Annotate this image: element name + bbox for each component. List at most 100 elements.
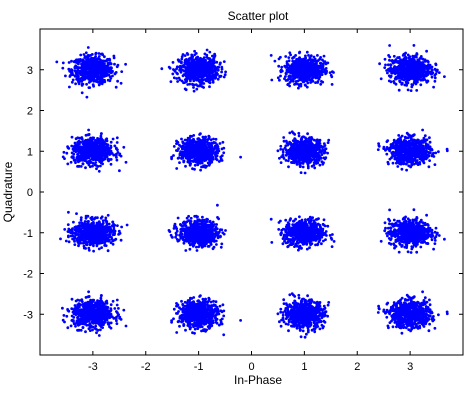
scatter-point bbox=[277, 149, 280, 152]
scatter-point bbox=[410, 65, 413, 68]
scatter-point bbox=[207, 77, 210, 80]
scatter-point bbox=[120, 70, 123, 73]
scatter-point bbox=[205, 71, 208, 74]
scatter-point bbox=[95, 164, 98, 167]
scatter-point bbox=[194, 67, 197, 70]
scatter-point bbox=[187, 61, 190, 64]
scatter-point bbox=[79, 80, 82, 83]
scatter-point bbox=[84, 139, 87, 142]
scatter-point bbox=[192, 148, 195, 151]
scatter-point bbox=[384, 58, 387, 61]
scatter-point bbox=[200, 70, 203, 73]
scatter-point bbox=[97, 66, 100, 69]
scatter-point bbox=[70, 60, 73, 63]
scatter-point bbox=[100, 137, 103, 140]
scatter-point bbox=[290, 144, 293, 147]
scatter-point bbox=[211, 153, 214, 156]
scatter-point bbox=[212, 79, 215, 82]
scatter-point bbox=[196, 163, 199, 166]
scatter-point bbox=[85, 66, 88, 69]
scatter-point bbox=[103, 71, 106, 74]
scatter-point bbox=[297, 66, 300, 69]
scatter-point bbox=[401, 168, 404, 171]
scatter-point bbox=[301, 59, 304, 62]
scatter-point bbox=[182, 159, 185, 162]
y-tick-label: 0 bbox=[27, 187, 33, 199]
scatter-point bbox=[385, 153, 388, 156]
scatter-point bbox=[55, 61, 58, 64]
scatter-point bbox=[312, 152, 315, 155]
scatter-point bbox=[399, 69, 402, 72]
scatter-point bbox=[113, 55, 116, 58]
scatter-point bbox=[100, 72, 103, 75]
scatter-point bbox=[172, 68, 175, 71]
scatter-point bbox=[311, 158, 314, 161]
scatter-point bbox=[170, 157, 173, 160]
scatter-point bbox=[210, 138, 213, 141]
scatter-point bbox=[74, 142, 77, 145]
scatter-point bbox=[76, 165, 79, 168]
scatter-point bbox=[313, 167, 316, 170]
scatter-point bbox=[431, 69, 434, 72]
scatter-point bbox=[70, 156, 73, 159]
scatter-point bbox=[410, 62, 413, 65]
chart-title: Scatter plot bbox=[228, 9, 289, 23]
scatter-point bbox=[293, 144, 296, 147]
scatter-point bbox=[434, 63, 437, 66]
scatter-point bbox=[188, 58, 191, 61]
scatter-point bbox=[98, 155, 101, 158]
x-tick-label: -2 bbox=[141, 361, 151, 373]
scatter-point bbox=[122, 146, 125, 149]
scatter-point bbox=[191, 72, 194, 75]
scatter-point bbox=[82, 150, 85, 153]
scatter-point bbox=[224, 71, 227, 74]
scatter-point bbox=[321, 160, 324, 163]
scatter-point bbox=[318, 159, 321, 162]
scatter-point bbox=[406, 132, 409, 135]
scatter-point bbox=[79, 141, 82, 144]
scatter-point bbox=[282, 155, 285, 158]
scatter-point bbox=[279, 145, 282, 148]
scatter-point bbox=[308, 155, 311, 158]
scatter-point bbox=[327, 139, 330, 142]
scatter-point bbox=[104, 152, 107, 155]
scatter-point bbox=[175, 77, 178, 80]
scatter-point bbox=[301, 65, 304, 68]
scatter-point bbox=[84, 159, 87, 162]
scatter-point bbox=[178, 77, 181, 80]
scatter-point bbox=[413, 44, 416, 47]
scatter-point bbox=[107, 67, 110, 70]
scatter-point bbox=[401, 82, 404, 85]
scatter-point bbox=[176, 149, 179, 152]
scatter-point bbox=[178, 161, 181, 164]
scatter-point bbox=[212, 138, 215, 141]
scatter-point bbox=[87, 142, 90, 145]
scatter-point bbox=[172, 61, 175, 64]
scatter-point bbox=[180, 71, 183, 74]
scatter-point bbox=[184, 139, 187, 142]
scatter-point bbox=[220, 71, 223, 74]
scatter-point bbox=[287, 143, 290, 146]
scatter-point bbox=[88, 161, 91, 164]
scatter-point bbox=[74, 66, 77, 69]
scatter-point bbox=[116, 80, 119, 83]
scatter-point bbox=[316, 54, 319, 57]
x-tick-label: 1 bbox=[301, 361, 307, 373]
scatter-point bbox=[319, 62, 322, 65]
scatter-point bbox=[189, 162, 192, 165]
scatter-point bbox=[211, 55, 214, 58]
scatter-point bbox=[393, 55, 396, 58]
scatter-point bbox=[300, 68, 303, 71]
scatter-point bbox=[192, 60, 195, 63]
y-tick-label: -1 bbox=[23, 228, 33, 240]
scatter-point bbox=[207, 151, 210, 154]
scatter-point bbox=[326, 62, 329, 65]
scatter-point bbox=[171, 73, 174, 76]
scatter-point bbox=[221, 148, 224, 151]
scatter-point bbox=[306, 132, 309, 135]
scatter-point bbox=[188, 143, 191, 146]
scatter-point bbox=[282, 148, 285, 151]
scatter-point bbox=[402, 72, 405, 75]
scatter-point bbox=[329, 71, 332, 74]
scatter-point bbox=[223, 60, 226, 63]
